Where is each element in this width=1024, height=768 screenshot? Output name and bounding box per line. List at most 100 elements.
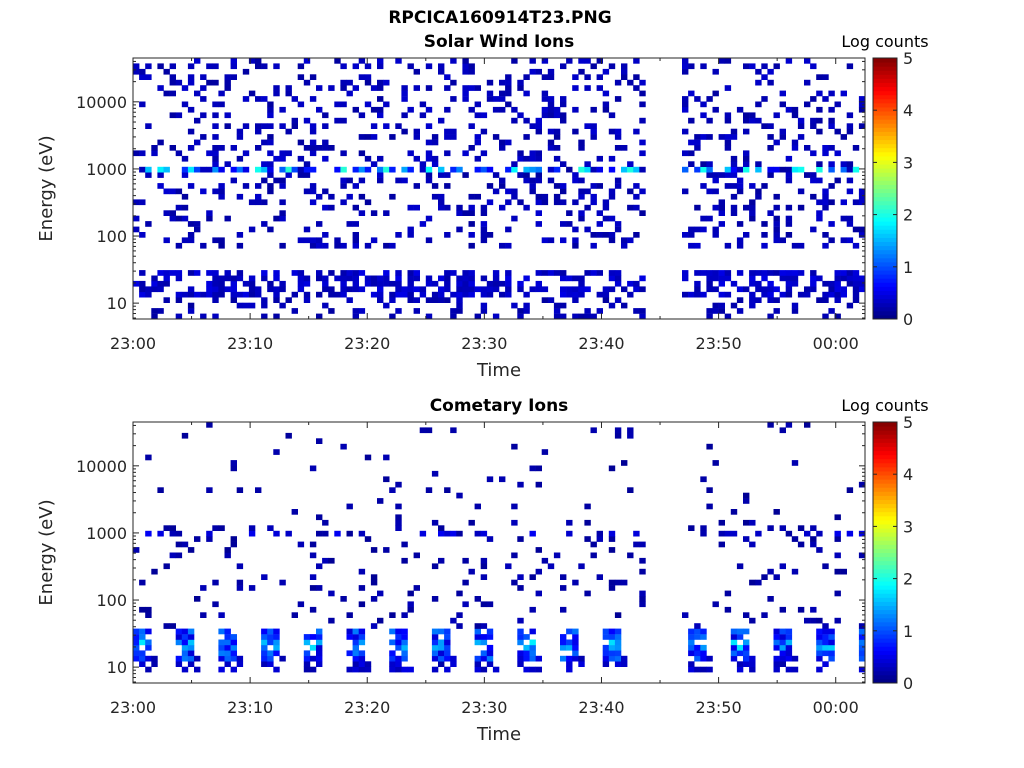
heatmap-cell [352, 204, 359, 211]
heatmap-cell [395, 270, 402, 276]
heatmap-cell [858, 530, 866, 537]
heatmap-cell [444, 628, 451, 635]
heatmap-cell [541, 74, 549, 80]
heatmap-cell [730, 639, 738, 646]
heatmap-cell [407, 226, 414, 233]
x-tick-label: 23:40 [578, 334, 624, 353]
heatmap-cell [425, 155, 433, 162]
heatmap-cell [596, 536, 603, 542]
heatmap-cell [846, 161, 854, 167]
heatmap-cell [431, 193, 439, 200]
heatmap-cell [133, 634, 140, 640]
x-tick-label: 23:50 [696, 334, 742, 353]
heatmap-cell [785, 221, 793, 227]
heatmap-cell [639, 308, 646, 314]
heatmap-cell [444, 650, 451, 657]
colorbar-segment [873, 422, 897, 427]
heatmap-cell [718, 199, 725, 206]
heatmap-cell [279, 286, 286, 293]
heatmap-cell [535, 193, 542, 200]
heatmap-cell [694, 139, 701, 146]
heatmap-cell [724, 134, 732, 140]
heatmap-cell [224, 112, 231, 119]
heatmap-cell [822, 313, 829, 320]
heatmap-cell [706, 313, 713, 320]
heatmap-cell [791, 666, 799, 673]
heatmap-cell [608, 644, 616, 651]
heatmap-cell [761, 221, 768, 227]
colorbar-segment [873, 229, 897, 234]
heatmap-cell [303, 188, 311, 195]
heatmap-cell [261, 199, 268, 206]
heatmap-cell [407, 286, 414, 293]
heatmap-cell [553, 106, 561, 113]
heatmap-cell [834, 514, 841, 521]
heatmap-cell [816, 128, 823, 135]
heatmap-cell [523, 666, 530, 673]
colorbar-segment [873, 487, 897, 492]
heatmap-cell [236, 232, 244, 238]
heatmap-cell [468, 106, 475, 113]
heatmap-cell [364, 155, 372, 162]
heatmap-cell [822, 145, 829, 151]
heatmap-cell [858, 280, 866, 287]
heatmap-cell [505, 226, 512, 233]
heatmap-cell [608, 547, 616, 553]
heatmap-cell [767, 568, 774, 575]
heatmap-cell [194, 117, 201, 124]
heatmap-cell [505, 275, 512, 282]
heatmap-cell [730, 530, 738, 537]
heatmap-cell [706, 172, 713, 178]
heatmap-cell [566, 530, 573, 537]
colorbar-segment [873, 245, 897, 251]
heatmap-cell [511, 117, 518, 124]
colorbar-segment [873, 253, 897, 259]
heatmap-cell [743, 661, 750, 667]
heatmap-cell [614, 612, 622, 618]
heatmap-cell [627, 161, 634, 167]
heatmap-cell [309, 128, 317, 135]
heatmap-cell [529, 183, 536, 189]
heatmap-cell [785, 655, 793, 662]
heatmap-cell [291, 117, 298, 124]
heatmap-cell [596, 574, 603, 580]
heatmap-cell [261, 297, 268, 303]
heatmap-cell [328, 590, 335, 597]
heatmap-cell [279, 210, 286, 216]
x-tick-label: 23:30 [461, 334, 507, 353]
heatmap-cell [517, 617, 524, 624]
heatmap-cell [621, 579, 628, 586]
heatmap-cell [303, 661, 311, 667]
heatmap-cell [346, 503, 353, 510]
heatmap-cell [383, 270, 390, 276]
heatmap-cell [425, 280, 433, 287]
heatmap-cell [242, 68, 250, 75]
heatmap-cell [614, 128, 622, 135]
heatmap-cell [224, 79, 231, 86]
heatmap-cell [255, 96, 262, 102]
heatmap-cell [602, 634, 610, 640]
heatmap-cell [175, 552, 183, 559]
heatmap-cell [743, 612, 750, 618]
colorbar-segment [873, 278, 897, 283]
heatmap-cell [761, 63, 768, 70]
heatmap-cell [724, 275, 732, 282]
heatmap-cell [291, 612, 298, 618]
heatmap-cell [218, 291, 225, 298]
heatmap-cell [547, 563, 555, 570]
heatmap-cell [267, 286, 274, 293]
heatmap-cell [694, 655, 701, 662]
heatmap-cell [736, 297, 744, 303]
heatmap-cell [572, 85, 579, 91]
heatmap-cell [322, 145, 329, 151]
heatmap-cell [724, 172, 732, 178]
colorbar-segment [873, 270, 897, 275]
heatmap-cell [413, 85, 420, 91]
heatmap-cell [407, 606, 414, 613]
heatmap-cell [389, 650, 396, 657]
heatmap-cell [212, 188, 219, 195]
heatmap-cell [181, 644, 189, 651]
heatmap-cell [621, 74, 628, 80]
heatmap-cell [523, 655, 530, 662]
heatmap-cell [584, 286, 591, 293]
